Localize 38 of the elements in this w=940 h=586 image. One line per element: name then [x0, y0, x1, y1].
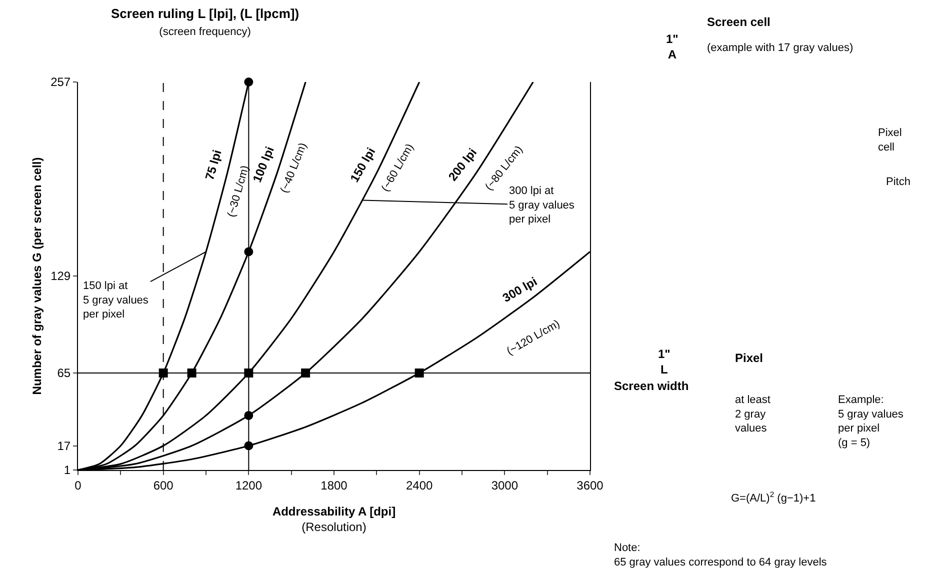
text: 200 lpi	[446, 146, 480, 184]
text: Example: 5 gray values per pixel (g = 5)	[838, 394, 904, 449]
annotation: 300 lpi at 5 gray values per pixel	[509, 185, 575, 226]
text: at least 2 gray values	[735, 394, 770, 435]
text: 300 lpi	[500, 274, 540, 306]
text: (example with 17 gray values)	[707, 42, 854, 54]
text: Screen width	[614, 379, 689, 393]
text: 100 lpi	[250, 144, 277, 184]
text: Pitch	[886, 176, 910, 188]
chart-subtitle: (screen frequency)	[159, 26, 251, 38]
x-tick-label: 0	[74, 478, 82, 492]
y-tick-label: 129	[50, 269, 71, 284]
annotation: 150 lpi at 5 gray values per pixel	[83, 280, 149, 321]
text: Note: 65 gray values correspond to 64 gray levels	[614, 542, 828, 568]
x-tick-label: 2400	[406, 478, 433, 492]
text: 1" L	[658, 347, 670, 377]
text: 1" A	[666, 32, 678, 62]
text: 150 lpi	[347, 145, 378, 185]
x-tick-label: 3600	[576, 478, 604, 492]
text: 75 lpi	[202, 148, 224, 182]
x-tick-label: 1200	[235, 478, 262, 492]
y-tick-label: 65	[57, 366, 71, 380]
x-tick-label: 3000	[491, 478, 518, 492]
x-tick-label: 600	[153, 478, 174, 492]
text: Pixel cell	[878, 127, 902, 154]
text: G=(A/L)$^{2}$ (g−1)+1	[731, 490, 816, 505]
text: Pixel	[735, 351, 764, 365]
annotation: (~30 L/cm)	[225, 164, 252, 218]
y-tick-label: 257	[50, 75, 71, 90]
text: Screen cell	[707, 15, 770, 29]
x-tick-label: 1800	[320, 478, 348, 492]
y-tick-label: 1	[64, 463, 71, 478]
point	[244, 78, 254, 86]
chart-title: Screen ruling L [lpi], (L [lpcm])	[111, 6, 300, 21]
y-tick-label: 17	[57, 438, 71, 453]
x-axis-title: Addressability A [dpi] (Resolution)	[272, 504, 396, 534]
y-axis-title: Number of gray values G (per screen cell)	[30, 157, 44, 395]
annotation: (~40 L/cm)	[278, 141, 310, 195]
